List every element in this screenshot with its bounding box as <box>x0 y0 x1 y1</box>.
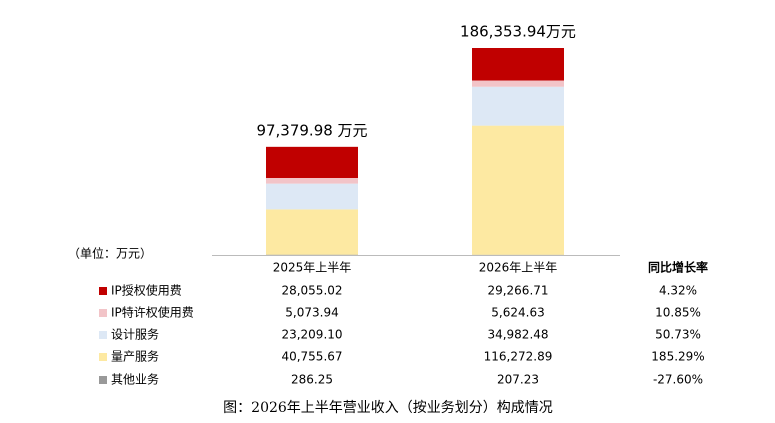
legend-label: IP授权使用费 <box>111 283 182 298</box>
legend-swatch <box>99 353 107 361</box>
legend-label: 其他业务 <box>111 372 159 387</box>
value-cell: 5,073.94 <box>285 306 338 320</box>
value-cell: 23,209.10 <box>281 328 342 342</box>
value-cell: 5,624.63 <box>491 306 544 320</box>
legend-swatch <box>99 331 107 339</box>
legend-swatch <box>99 376 107 384</box>
column-header: 2026年上半年 <box>479 261 558 275</box>
legend-label: 设计服务 <box>111 327 159 342</box>
caption: 图：2026年上半年营业收入（按业务划分）构成情况 <box>223 400 553 416</box>
bar-segment <box>266 209 358 255</box>
unit-label: （单位：万元） <box>68 246 152 261</box>
bar-segment <box>266 183 358 210</box>
legend-swatch <box>99 287 107 295</box>
growth-cell: 185.29% <box>651 350 704 364</box>
legend-swatch <box>99 309 107 317</box>
growth-cell: -27.60% <box>653 373 703 387</box>
bar-segment <box>266 177 358 184</box>
bar-segment <box>472 125 564 255</box>
value-cell: 286.25 <box>291 373 333 387</box>
bar-segment <box>266 146 358 178</box>
growth-cell: 4.32% <box>659 284 697 298</box>
bar-segment <box>472 48 564 81</box>
value-cell: 28,055.02 <box>281 284 342 298</box>
value-cell: 29,266.71 <box>487 284 548 298</box>
bar-segment <box>472 86 564 126</box>
bar-segment <box>472 80 564 87</box>
value-cell: 207.23 <box>497 373 539 387</box>
value-cell: 116,272.89 <box>484 350 553 364</box>
value-cell: 40,755.67 <box>281 350 342 364</box>
growth-header: 同比增长率 <box>648 260 708 275</box>
column-header: 2025年上半年 <box>273 261 352 275</box>
growth-cell: 10.85% <box>655 306 701 320</box>
total-label: 186,353.94万元 <box>460 23 576 41</box>
total-label: 97,379.98 万元 <box>256 121 367 139</box>
legend-label: IP特许权使用费 <box>111 305 194 320</box>
growth-cell: 50.73% <box>655 328 701 342</box>
value-cell: 34,982.48 <box>487 328 548 342</box>
legend-label: 量产服务 <box>111 349 159 364</box>
